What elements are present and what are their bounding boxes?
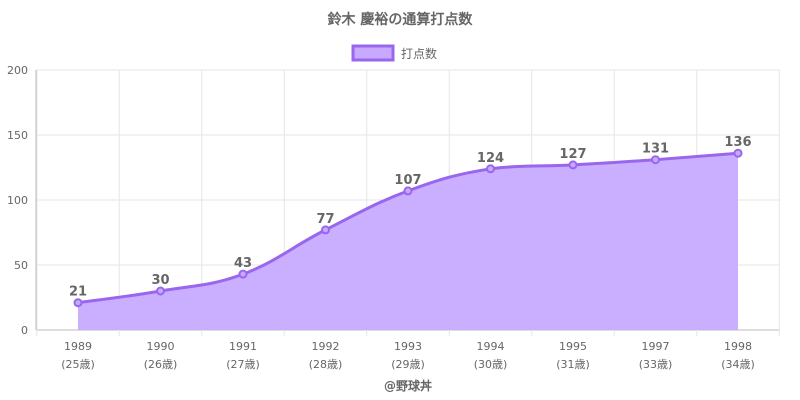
credit-text: @野球丼 [384, 378, 432, 393]
plot-area [73, 148, 743, 330]
data-point[interactable] [403, 186, 413, 196]
x-tick-label: 1989 [64, 340, 92, 353]
x-tick-sublabel: (27歳) [226, 358, 260, 371]
data-point[interactable] [733, 148, 743, 158]
data-label: 77 [316, 212, 334, 227]
x-tick-sublabel: (29歳) [391, 358, 425, 371]
x-tick-sublabel: (28歳) [309, 358, 343, 371]
x-tick-label: 1997 [642, 340, 670, 353]
axis-labels: 0 50 100 150 200 21 1989 (25歳) 30 1990 (26歳) 43 1991… [7, 64, 755, 371]
x-tick-label: 1993 [394, 340, 422, 353]
data-label: 30 [151, 273, 169, 288]
data-point[interactable] [568, 160, 578, 170]
data-label: 127 [559, 147, 586, 162]
y-tick-label: 0 [21, 324, 28, 337]
x-tick-sublabel: (30歳) [474, 358, 508, 371]
y-tick-label: 100 [7, 194, 28, 207]
legend-swatch [351, 44, 395, 62]
data-label: 43 [234, 256, 252, 271]
y-tick-label: 200 [7, 64, 28, 77]
x-tick-label: 1994 [477, 340, 505, 353]
chart-title: 鈴木 慶裕の通算打点数 [328, 11, 474, 28]
x-tick-sublabel: (33歳) [639, 358, 673, 371]
data-point[interactable] [486, 164, 495, 174]
x-tick-label: 1995 [559, 340, 587, 353]
x-tick-label: 1992 [312, 340, 340, 353]
y-tick-label: 50 [14, 259, 28, 272]
area-fill [78, 153, 738, 330]
legend-label: 打点数 [401, 46, 437, 61]
x-tick-label: 1991 [229, 340, 257, 353]
data-point[interactable] [73, 298, 83, 308]
y-tick-label: 150 [7, 129, 28, 142]
data-label: 131 [642, 142, 669, 157]
x-tick-sublabel: (31歳) [556, 358, 590, 371]
data-point[interactable] [156, 286, 165, 296]
data-label: 124 [477, 151, 504, 166]
data-label: 136 [724, 135, 751, 150]
x-tick-label: 1998 [724, 340, 752, 353]
x-tick-label: 1990 [147, 340, 175, 353]
legend[interactable]: 打点数 [351, 44, 437, 62]
x-tick-sublabel: (34歳) [721, 358, 755, 371]
data-point[interactable] [321, 225, 330, 235]
x-tick-sublabel: (25歳) [61, 358, 95, 371]
data-label: 107 [394, 173, 421, 188]
data-label: 21 [69, 285, 87, 300]
data-point[interactable] [651, 155, 660, 165]
x-tick-sublabel: (26歳) [144, 358, 178, 371]
data-point[interactable] [238, 269, 248, 279]
